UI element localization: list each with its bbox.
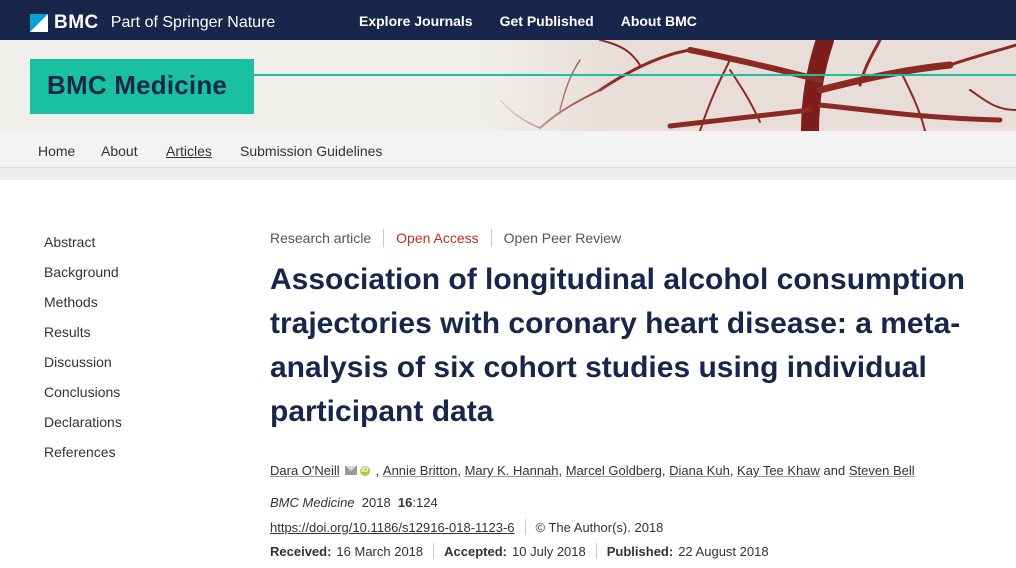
accepted-label: Accepted: [444, 543, 508, 559]
nav-about-bmc[interactable]: About BMC [620, 13, 697, 29]
divider [433, 543, 435, 559]
citation-line: BMC Medicine 2018 16:124 [270, 495, 438, 510]
journal-title-box[interactable] [30, 59, 254, 114]
divider [595, 543, 597, 559]
received-date: 16 March 2018 [336, 543, 424, 559]
doi-link[interactable]: https://doi.org/10.1186/s12916-018-1123-… [270, 519, 515, 535]
brand-subtitle: Part of Springer Nature [110, 14, 276, 31]
author-link[interactable]: Diana Kuh [669, 463, 730, 478]
divider [524, 519, 526, 535]
section-link-conclusions[interactable]: Conclusions [44, 384, 121, 400]
author-link[interactable]: Dara O'Neill [270, 463, 340, 478]
author-link[interactable]: Kay Tee Khaw [737, 463, 820, 478]
accepted-date: 10 July 2018 [512, 543, 586, 559]
divider [383, 229, 385, 247]
brand-name: BMC [54, 12, 99, 33]
banner-bottom-strip [0, 168, 1016, 180]
received-label: Received: [270, 543, 332, 559]
banner-accent-line [250, 74, 1016, 76]
journal-nav: Home About Articles Submission Guideline… [0, 131, 1016, 168]
journal-nav-submission-guidelines[interactable]: Submission Guidelines [240, 143, 383, 159]
section-link-methods[interactable]: Methods [44, 294, 98, 310]
citation-volume: 16 [397, 495, 413, 510]
section-link-discussion[interactable]: Discussion [44, 354, 112, 370]
section-link-declarations[interactable]: Declarations [44, 414, 122, 430]
citation-journal: BMC Medicine [270, 495, 355, 510]
bmc-logo[interactable]: BMC Part of Springer Nature [30, 12, 275, 34]
journal-banner [0, 40, 1016, 131]
journal-nav-articles[interactable]: Articles [166, 143, 212, 159]
nav-get-published[interactable]: Get Published [499, 13, 594, 29]
open-access-badge: Open Access [396, 230, 479, 246]
nav-explore-journals[interactable]: Explore Journals [359, 13, 473, 29]
peer-review-label: Open Peer Review [503, 230, 622, 246]
author-list: Dara O'Neill iD , Annie Britton , Mary K… [270, 463, 915, 478]
article-title: Association of longitudinal alcohol cons… [270, 263, 965, 428]
doi-row: https://doi.org/10.1186/s12916-018-1123-… [270, 519, 663, 535]
top-nav: Explore Journals Get Published About BMC [359, 13, 724, 29]
article-type: Research article [270, 230, 372, 246]
author-link[interactable]: Marcel Goldberg [565, 463, 662, 478]
copyright: © The Author(s). 2018 [535, 519, 664, 535]
article-sections-nav: Abstract Background Methods Results Disc… [44, 235, 122, 475]
top-bar: BMC Part of Springer Nature Explore Jour… [0, 0, 1016, 40]
bmc-logo-icon [30, 14, 48, 32]
email-icon[interactable] [344, 466, 357, 475]
divider [490, 229, 492, 247]
section-link-background[interactable]: Background [44, 264, 119, 280]
author-link[interactable]: Steven Bell [848, 463, 915, 478]
orcid-icon[interactable]: iD [359, 465, 370, 476]
author-link[interactable]: Annie Britton [382, 463, 458, 478]
journal-title[interactable]: BMC Medicine [47, 70, 228, 100]
published-label: Published: [606, 543, 674, 559]
section-link-references[interactable]: References [44, 444, 116, 460]
authors-and: and [823, 463, 846, 478]
journal-nav-home[interactable]: Home [38, 143, 76, 159]
citation-year: 2018 [361, 495, 391, 510]
publication-dates: Received: 16 March 2018 Accepted: 10 Jul… [270, 543, 769, 559]
blood-vessel-image [480, 40, 1016, 131]
citation-article-number: :124 [412, 495, 438, 510]
article-meta: Research article Open Access Open Peer R… [270, 229, 621, 247]
section-link-abstract[interactable]: Abstract [44, 234, 96, 250]
journal-nav-about[interactable]: About [101, 143, 138, 159]
section-link-results[interactable]: Results [44, 324, 91, 340]
published-date: 22 August 2018 [678, 543, 769, 559]
author-link[interactable]: Mary K. Hannah [464, 463, 559, 478]
